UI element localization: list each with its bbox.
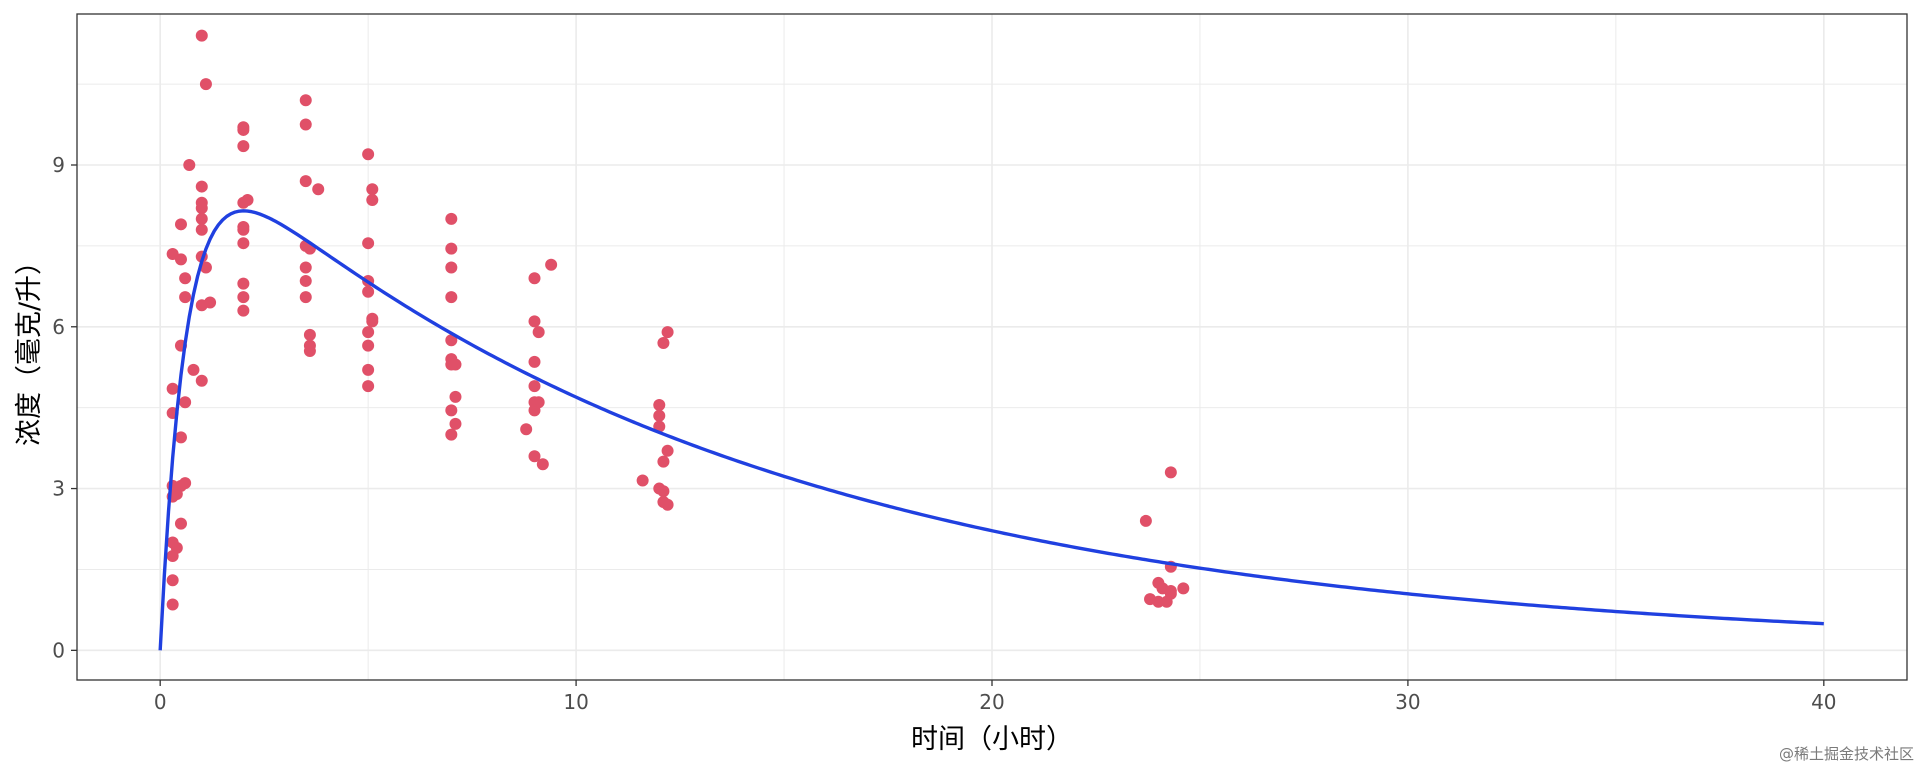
- data-point: [445, 242, 458, 255]
- y-tick-label: 9: [52, 153, 65, 177]
- data-point: [528, 355, 541, 368]
- data-point: [528, 404, 541, 417]
- x-tick-label: 0: [154, 690, 167, 714]
- data-point: [362, 237, 375, 250]
- data-point: [362, 326, 375, 339]
- data-point: [312, 183, 325, 196]
- data-point: [445, 212, 458, 225]
- y-tick-label: 6: [52, 315, 65, 339]
- data-point: [199, 261, 212, 274]
- data-point: [195, 202, 208, 215]
- data-point: [1160, 595, 1173, 608]
- data-point: [174, 218, 187, 231]
- data-point: [657, 336, 670, 349]
- data-point: [195, 29, 208, 42]
- data-point: [445, 334, 458, 347]
- data-point: [195, 374, 208, 387]
- data-point: [653, 409, 666, 422]
- data-point: [532, 326, 545, 339]
- data-point: [449, 390, 462, 403]
- data-point: [445, 404, 458, 417]
- data-point: [445, 261, 458, 274]
- data-point: [545, 258, 558, 271]
- data-point: [362, 285, 375, 298]
- data-point: [362, 363, 375, 376]
- data-point: [187, 363, 200, 376]
- data-point: [237, 304, 250, 317]
- data-point: [237, 196, 250, 209]
- x-tick-label: 30: [1395, 690, 1420, 714]
- data-point: [195, 212, 208, 225]
- y-axis-title: 浓度（毫克/升）: [14, 248, 45, 446]
- data-point: [195, 299, 208, 312]
- data-point: [166, 382, 179, 395]
- data-point: [366, 194, 379, 207]
- data-point: [179, 291, 192, 304]
- data-point: [303, 328, 316, 341]
- data-point: [237, 223, 250, 236]
- data-point: [183, 158, 196, 171]
- data-point: [195, 180, 208, 193]
- data-point: [237, 123, 250, 136]
- data-point: [657, 485, 670, 498]
- data-point: [299, 261, 312, 274]
- data-point: [366, 315, 379, 328]
- data-point: [237, 291, 250, 304]
- data-point: [362, 148, 375, 161]
- data-point: [528, 315, 541, 328]
- data-point: [299, 291, 312, 304]
- data-point: [237, 237, 250, 250]
- x-tick-label: 10: [563, 690, 588, 714]
- y-tick-label: 3: [52, 477, 65, 501]
- data-point: [449, 358, 462, 371]
- data-point: [362, 380, 375, 393]
- data-point: [362, 339, 375, 352]
- data-point: [661, 444, 674, 457]
- data-point: [174, 431, 187, 444]
- y-tick-label: 0: [52, 638, 65, 662]
- x-tick-label: 20: [979, 690, 1004, 714]
- data-point: [653, 398, 666, 411]
- x-tick-label: 40: [1811, 690, 1836, 714]
- data-point: [299, 94, 312, 107]
- data-point: [195, 223, 208, 236]
- data-point: [299, 274, 312, 287]
- watermark-text: @稀土掘金技术社区: [1778, 745, 1914, 763]
- data-point: [1139, 514, 1152, 527]
- data-point: [179, 396, 192, 409]
- data-point: [657, 455, 670, 468]
- data-point: [636, 474, 649, 487]
- data-point: [1152, 595, 1165, 608]
- data-point: [237, 140, 250, 153]
- data-point: [661, 326, 674, 339]
- data-point: [1164, 466, 1177, 479]
- data-point: [536, 458, 549, 471]
- data-point: [366, 183, 379, 196]
- data-point: [445, 428, 458, 441]
- data-point: [528, 272, 541, 285]
- x-axis-title: 时间（小时）: [911, 724, 1073, 755]
- data-point: [199, 78, 212, 91]
- data-point: [166, 598, 179, 611]
- data-point: [445, 291, 458, 304]
- data-point: [179, 272, 192, 285]
- fitted-curve: [158, 209, 1824, 651]
- data-point: [174, 253, 187, 266]
- data-point: [528, 450, 541, 463]
- data-point: [166, 549, 179, 562]
- data-point: [528, 380, 541, 393]
- data-point: [299, 118, 312, 131]
- data-point: [166, 574, 179, 587]
- data-point: [520, 423, 533, 436]
- data-point: [299, 175, 312, 188]
- data-point: [1177, 582, 1190, 595]
- data-point: [661, 498, 674, 511]
- data-point: [449, 417, 462, 430]
- data-point: [303, 345, 316, 358]
- data-point: [237, 277, 250, 290]
- data-point: [174, 517, 187, 530]
